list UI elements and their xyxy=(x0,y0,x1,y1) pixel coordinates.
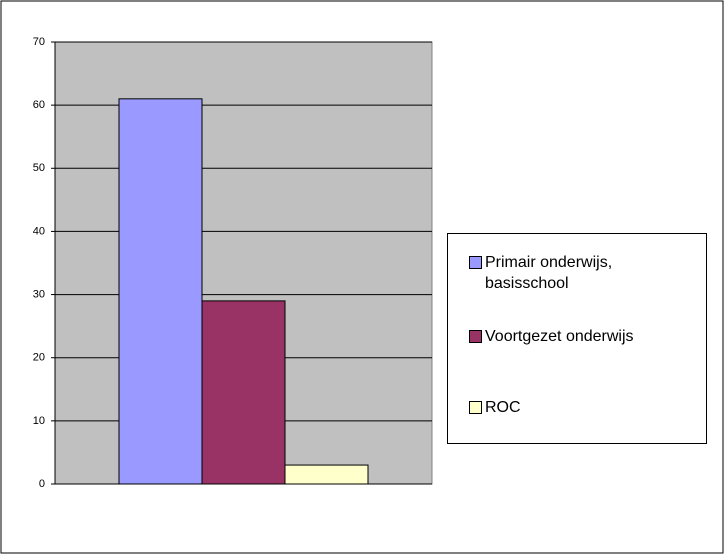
legend-label: Primair onderwijs, basisschool xyxy=(485,254,613,292)
bar xyxy=(201,300,286,485)
y-tick-label: 60 xyxy=(33,99,45,111)
y-tick-label: 30 xyxy=(33,288,45,300)
legend-entry: ROC xyxy=(469,397,521,418)
legend-entry: Primair onderwijs, basisschool xyxy=(469,252,685,294)
bar xyxy=(118,98,203,485)
legend-swatch xyxy=(469,330,482,343)
y-tick-label: 40 xyxy=(33,225,45,237)
y-tick-label: 20 xyxy=(33,352,45,364)
legend-label: ROC xyxy=(485,399,521,416)
legend-swatch xyxy=(469,256,482,269)
y-tick-label: 50 xyxy=(33,162,45,174)
legend: Primair onderwijs, basisschool Voortgezet… xyxy=(447,233,707,444)
y-tick-label: 10 xyxy=(33,415,45,427)
y-tick-label: 0 xyxy=(39,478,45,490)
legend-label: Voortgezet onderwijs xyxy=(485,328,634,345)
legend-swatch xyxy=(469,401,482,414)
legend-entry: Voortgezet onderwijs xyxy=(469,326,634,347)
bar xyxy=(284,464,369,485)
y-tick-label: 70 xyxy=(33,36,45,48)
